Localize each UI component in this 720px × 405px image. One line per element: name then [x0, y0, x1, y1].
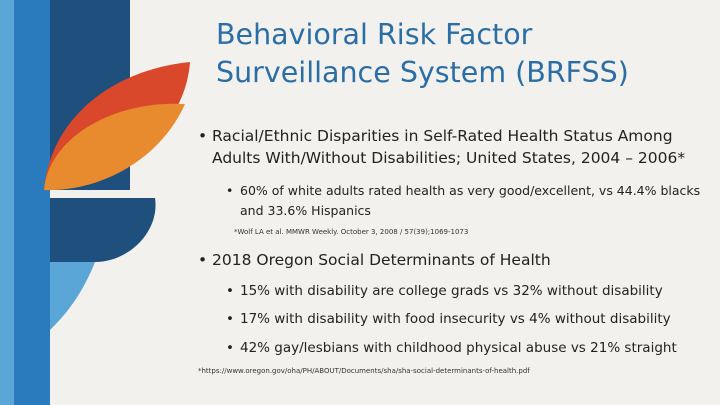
bullet-dot: • [226, 340, 234, 356]
bullet-dot: • [226, 183, 234, 198]
bullet-dot: • [198, 251, 208, 269]
bullet-dot: • [226, 311, 234, 327]
section1-point-text: 60% of white adults rated health as very… [240, 183, 701, 218]
section2-point: • 15% with disability are college grads … [226, 281, 706, 301]
section1-heading: Racial/Ethnic Disparities in Self-Rated … [212, 127, 686, 167]
lower-light-block [50, 262, 95, 330]
decorative-logo-shapes [0, 0, 190, 405]
section2-bullet: • 2018 Oregon Social Determinants of Hea… [198, 249, 698, 271]
section2-heading: 2018 Oregon Social Determinants of Healt… [212, 251, 551, 269]
slide-title: Behavioral Risk Factor Surveillance Syst… [216, 18, 629, 89]
section1-point: • 60% of white adults rated health as ve… [226, 181, 706, 221]
left-bar-light-blue-strip [0, 0, 14, 405]
lower-blue-block [50, 198, 156, 262]
section1-bullet: • Racial/Ethnic Disparities in Self-Rate… [198, 125, 698, 169]
orange-leaf [44, 103, 185, 191]
section2-point-text: 15% with disability are college grads vs… [240, 283, 663, 299]
bullet-dot: • [198, 127, 208, 145]
section2-point-text: 17% with disability with food insecurity… [240, 311, 671, 327]
section2-citation: *https://www.oregon.gov/oha/PH/ABOUT/Doc… [198, 367, 530, 375]
section1-citation: *Wolf LA et al. MMWR Weekly. October 3, … [234, 228, 469, 236]
bullet-dot: • [226, 283, 234, 299]
section2-point: • 42% gay/lesbians with childhood physic… [226, 338, 706, 358]
section2-point-text: 42% gay/lesbians with childhood physical… [240, 340, 677, 356]
section2-point: • 17% with disability with food insecuri… [226, 309, 706, 329]
